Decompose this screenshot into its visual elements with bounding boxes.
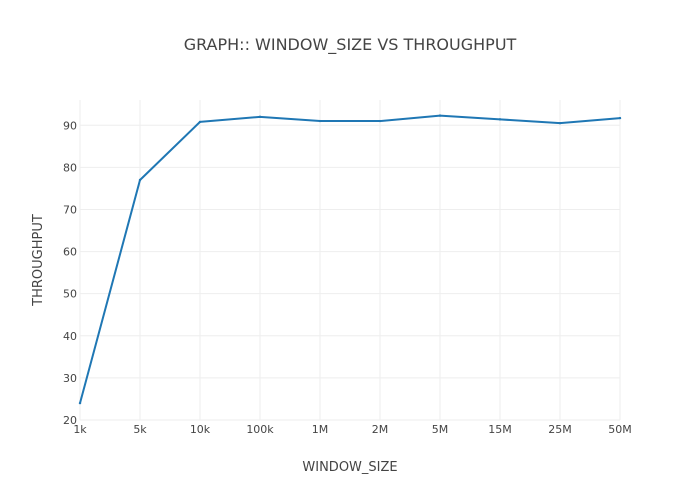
series-line bbox=[79, 114, 621, 404]
y-tick-label: 20 bbox=[63, 414, 77, 427]
y-tick-label: 50 bbox=[63, 288, 77, 301]
x-tick-label: 15M bbox=[488, 423, 512, 436]
grid-layer bbox=[79, 100, 621, 421]
data-point bbox=[318, 119, 322, 123]
x-tick-label: 2M bbox=[372, 423, 389, 436]
x-tick-labels: 1k 5k 10k 100k 1M 2M 5M 15M 25M 50M bbox=[73, 423, 631, 436]
y-tick-label: 40 bbox=[63, 330, 77, 343]
data-point bbox=[78, 401, 82, 405]
data-point bbox=[498, 118, 502, 121]
y-tick-label: 60 bbox=[63, 246, 77, 259]
y-tick-label: 70 bbox=[63, 203, 77, 216]
x-tick-label: 100k bbox=[246, 423, 274, 436]
y-axis-title: THROUGHPUT bbox=[31, 214, 46, 307]
data-point bbox=[558, 121, 562, 125]
x-tick-label: 50M bbox=[608, 423, 632, 436]
x-tick-label: 25M bbox=[548, 423, 572, 436]
series-layer bbox=[78, 114, 622, 405]
x-tick-label: 10k bbox=[190, 423, 211, 436]
x-tick-label: 1M bbox=[312, 423, 329, 436]
data-point bbox=[618, 116, 622, 120]
data-point bbox=[258, 115, 262, 119]
y-tick-label: 90 bbox=[63, 119, 77, 132]
data-point bbox=[378, 119, 382, 123]
y-tick-label: 30 bbox=[63, 372, 77, 385]
data-point bbox=[438, 114, 442, 117]
data-point bbox=[138, 178, 142, 182]
data-point bbox=[198, 120, 202, 124]
x-axis-title: WINDOW_SIZE bbox=[302, 460, 397, 475]
y-tick-labels: 20 30 40 50 60 70 80 90 bbox=[63, 119, 77, 427]
x-tick-label: 1k bbox=[73, 423, 87, 436]
chart-title: GRAPH:: WINDOW_SIZE VS THROUGHPUT bbox=[184, 35, 517, 55]
x-tick-label: 5M bbox=[432, 423, 449, 436]
x-tick-label: 5k bbox=[133, 423, 147, 436]
y-tick-label: 80 bbox=[63, 161, 77, 174]
